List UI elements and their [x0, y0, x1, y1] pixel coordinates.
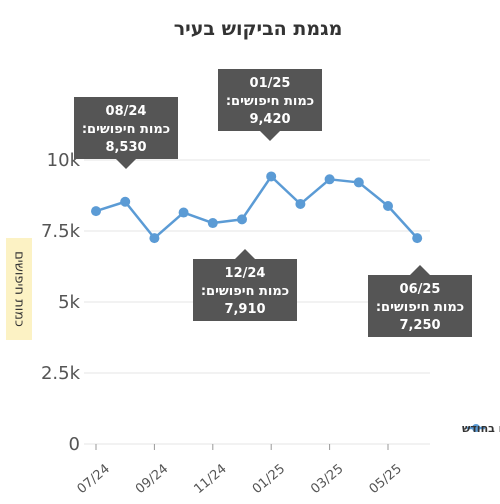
- callout-box: [368, 275, 472, 337]
- legend[interactable]: חיפושים בחודש: [462, 422, 500, 435]
- data-point: [353, 177, 364, 188]
- callout-label: כמות חיפושים:: [376, 300, 464, 315]
- y-axis-title-background: [6, 238, 32, 340]
- callout-value: 9,420: [249, 112, 290, 127]
- data-point: [178, 207, 189, 218]
- callout-pointer: [116, 159, 136, 169]
- y-axis-title: כמות חיפושים: [6, 238, 32, 340]
- y-tick-label: 7.5k: [41, 221, 81, 242]
- callout-label: כמות חיפושים:: [226, 94, 314, 109]
- callout-pointer: [260, 131, 280, 141]
- annotation-callout: 08/24 כמות חיפושים: 8,530: [74, 97, 178, 169]
- annotation-callout: 06/25 כמות חיפושים: 7,250: [368, 265, 472, 337]
- callout-pointer: [410, 265, 430, 275]
- y-tick-label: 5k: [58, 292, 80, 313]
- callout-value: 8,530: [105, 140, 146, 155]
- callout-value: 7,910: [224, 302, 265, 317]
- data-point: [324, 174, 335, 185]
- legend-marker: [472, 424, 480, 432]
- callout-date: 08/24: [106, 104, 147, 119]
- callout-box: [193, 259, 297, 321]
- data-point: [149, 233, 160, 244]
- data-point: [91, 206, 101, 217]
- y-axis: 0 2.5k 5k 7.5k 10k: [41, 150, 81, 455]
- callout-label: כמות חיפושים:: [82, 122, 170, 137]
- data-point: [207, 218, 218, 229]
- data-point: [383, 201, 393, 212]
- data-point: [266, 171, 277, 182]
- data-point: [237, 214, 247, 225]
- series: [91, 171, 423, 244]
- legend-label: חיפושים בחודש: [462, 422, 500, 435]
- callout-pointer: [235, 249, 255, 259]
- callout-date: 01/25: [250, 76, 291, 91]
- callout-date: 06/25: [400, 282, 441, 297]
- y-axis-title-text: כמות חיפושים: [12, 251, 27, 327]
- y-tick-label: 10k: [47, 150, 81, 171]
- callout-box: [74, 97, 178, 159]
- callout-value: 7,250: [399, 318, 440, 333]
- annotations: 08/24 כמות חיפושים: 8,530 01/25 כמות חיפושים…: [74, 69, 472, 337]
- series-line: [95, 175, 419, 240]
- callout-date: 12/24: [225, 266, 266, 281]
- data-point: [295, 199, 306, 210]
- data-point: [120, 196, 131, 207]
- callout-box: [218, 69, 322, 131]
- y-tick-label: 2.5k: [41, 363, 81, 384]
- chart-title: מגמת הביקוש בעיר: [174, 18, 343, 40]
- y-tick-label: 0: [69, 434, 80, 455]
- callout-label: כמות חיפושים:: [201, 284, 289, 299]
- data-point: [412, 233, 423, 244]
- annotation-callout: 12/24 כמות חיפושים: 7,910: [193, 249, 297, 321]
- annotation-callout: 01/25 כמות חיפושים: 9,420: [218, 69, 322, 141]
